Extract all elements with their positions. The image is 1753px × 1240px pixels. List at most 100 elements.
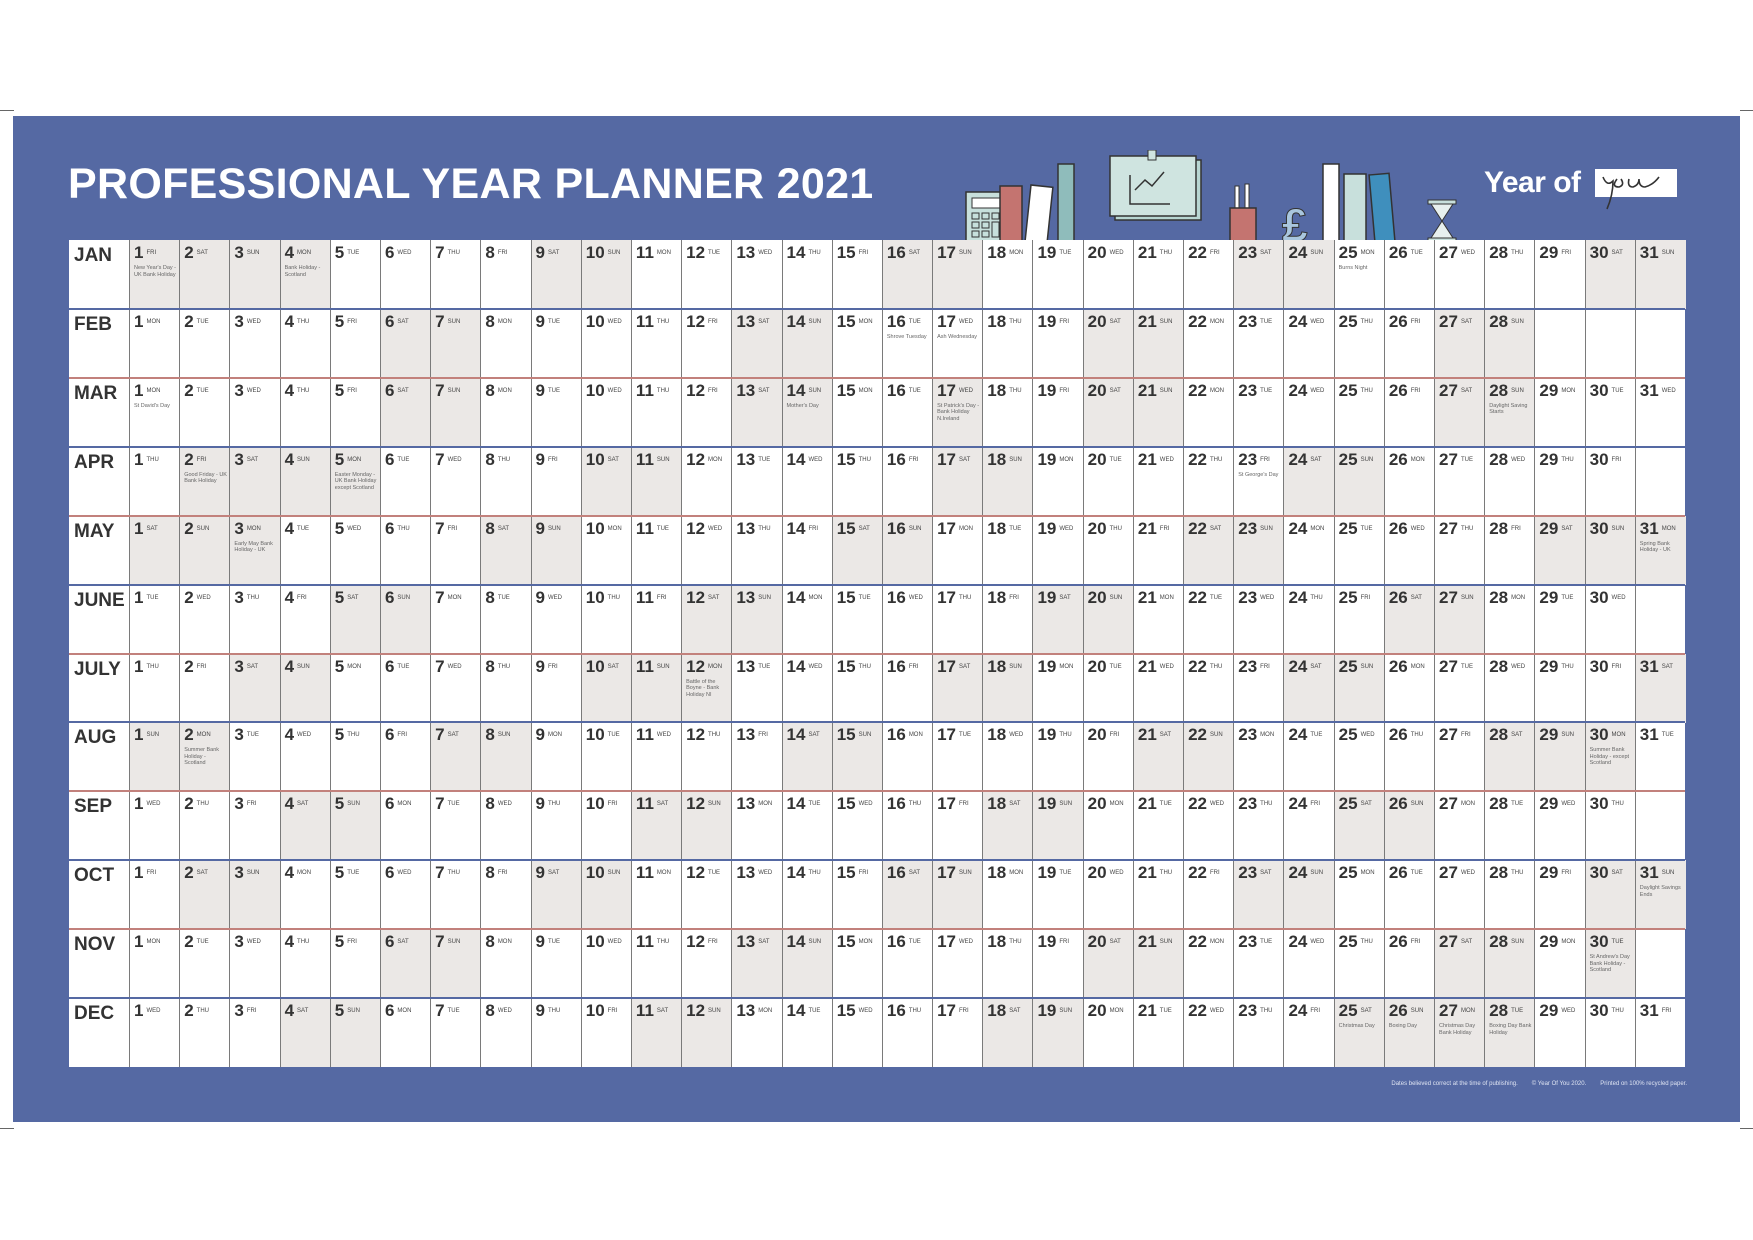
weekday-label: SAT [808,732,820,739]
weekday-label: THU [656,318,670,325]
day-number: 5 [334,243,345,262]
weekday-label: THU [858,663,871,670]
day-number: 1 [134,380,144,400]
day-cell: 9 THU [530,791,582,861]
day-number: 26 [1388,587,1408,607]
day-cell: 30 TUE [1584,377,1636,447]
hourglass-icon [1427,199,1457,242]
day-number: 21 [1137,449,1157,469]
day-cell: 17 SUN [932,240,984,309]
weekday-label: MON [656,250,671,256]
day-number: 16 [886,932,906,952]
holiday-note: Good Friday - UK Bank Holiday [184,471,227,485]
day-cell: 4 THU [279,929,331,999]
weekday-label: TUE [1611,387,1624,394]
day-cell: 13 WED [731,240,782,309]
day-number: 2 [184,449,194,469]
weekday-label: THU [1009,387,1022,394]
day-cell: 10 MON [580,515,632,585]
day-cell: 9 SAT [530,860,582,930]
day-cell: 20 TUE [1082,653,1134,723]
weekday-label: MON [1209,939,1224,946]
day-cell: 12 FRI [681,929,732,999]
day-cell: 9 TUE [530,308,582,378]
weekday-label: TUE [397,663,410,670]
day-cell: 18 THU [982,308,1033,378]
day-cell: 21 FRI [1132,515,1184,585]
day-number: 12 [686,243,706,262]
day-cell: 14 THU [781,240,833,309]
weekday-label: SAT [708,594,720,601]
day-number: 13 [736,932,756,952]
day-number: 30 [1589,518,1609,538]
month-row-sep: SEP 1 WED 2 THU 3 FRI 4 SAT 5 SUN 6 MON 7 TUE 8 WED 9 THU 1… [69,791,1685,861]
day-cell: 26 SUN [1383,791,1436,861]
weekday-label: SAT [196,250,208,256]
day-cell: 27 SAT [1434,308,1486,378]
weekday-label: TUE [656,525,669,532]
weekday-label: MON [1561,387,1576,394]
day-cell: 24 FRI [1283,998,1334,1068]
weekday-label: SAT [1561,525,1573,532]
weekday-label: TUE [1260,387,1273,394]
day-number: 21 [1137,311,1157,331]
day-cell: 30 MON Summer Bank Holiday - except Scotla… [1584,722,1636,792]
weekday-label: TUE [347,870,360,877]
weekday-label: SAT [1460,387,1473,394]
weekday-label: MON [858,939,873,946]
holiday-note: St George's Day [1238,471,1279,478]
weekday-label: SUN [908,525,922,532]
weekday-label: TUE [758,663,771,670]
month-row-jan: JAN 1 FRI New Year's Day - UK Bank Holiday 2… [69,240,1686,309]
day-cell: 3 SAT [229,446,281,516]
weekday-label: SAT [1209,525,1222,532]
binder-icon [1024,184,1054,242]
day-cell: 8 MON [480,929,531,999]
weekday-label: SAT [908,870,921,877]
day-number: 25 [1338,243,1358,262]
weekday-label: SAT [858,525,870,532]
day-number: 11 [635,587,654,607]
day-cell: 20 TUE [1082,446,1134,516]
day-cell: 16 THU [881,791,933,861]
day-cell: 28 MON [1484,584,1535,654]
weekday-label: WED [297,732,312,739]
weekday-label: THU [1561,663,1574,670]
day-number: 11 [635,1001,654,1021]
weekday-label: WED [607,939,622,946]
day-number: 15 [836,932,856,952]
day-number: 10 [585,725,605,745]
day-cell: 31 SAT [1634,653,1686,723]
day-number: 24 [1288,725,1308,745]
day-cell: 19 FRI [1032,308,1083,378]
day-cell: 2 SAT [179,860,231,930]
day-cell: 26 FRI [1383,377,1435,447]
weekday-label: THU [1209,456,1223,463]
empty-cell [1634,584,1686,654]
weekday-label: FRI [1611,456,1622,463]
weekday-label: TUE [297,525,310,532]
weekday-label: THU [497,663,511,670]
weekday-label: MON [1109,801,1124,808]
day-number: 19 [1037,863,1057,883]
day-number: 11 [635,656,654,676]
day-number: 11 [635,518,654,538]
day-cell: 6 WED [379,240,431,309]
day-cell: 11 THU [630,929,682,999]
day-cell: 14 FRI [781,515,833,585]
holiday-note: Christmas Day Bank Holiday [1439,1023,1476,1036]
day-cell: 28 WED [1484,446,1535,516]
day-number: 4 [284,932,295,952]
weekday-label: MON [1310,525,1325,532]
day-number: 24 [1288,449,1308,469]
day-number: 5 [334,863,345,883]
day-number: 12 [686,1001,706,1021]
weekday-label: FRI [1410,318,1421,325]
weekday-label: THU [297,318,310,325]
weekday-label: THU [1059,732,1072,739]
day-number: 12 [686,725,706,745]
day-number: 19 [1037,656,1057,676]
day-number: 28 [1489,656,1509,676]
day-cell: 20 SAT [1082,929,1134,999]
day-cell: 2 THU [179,791,230,861]
